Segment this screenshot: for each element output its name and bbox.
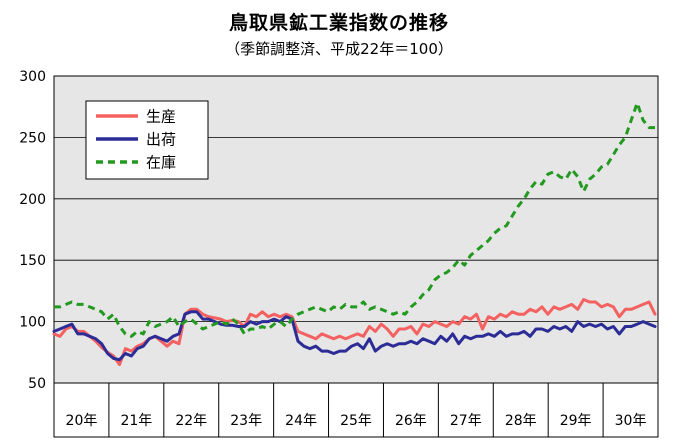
x-tick-label: 30年: [615, 413, 647, 429]
x-tick-label: 28年: [505, 413, 537, 429]
y-tick-label: 300: [19, 69, 46, 85]
y-tick-label: 150: [19, 253, 46, 269]
series-lines: [52, 101, 657, 367]
x-tick-label: 24年: [285, 413, 317, 429]
x-tick-label: 25年: [340, 413, 372, 429]
x-tick-label: 26年: [395, 413, 427, 429]
x-tick-label: 29年: [560, 413, 592, 429]
chart-subtitle: （季節調整済、平成22年＝100）: [225, 40, 453, 58]
legend-label: 在庫: [146, 154, 176, 172]
x-axis: 20年 21年 22年 23年 24年 25年 26年 27年 28年 29年 30年: [53, 382, 659, 438]
series-line-3: [54, 101, 655, 338]
x-tick-label: 21年: [120, 413, 152, 429]
legend-label: 生産: [146, 108, 176, 126]
x-tick-label: 20年: [66, 413, 98, 429]
x-tick-label: 27年: [450, 413, 482, 429]
y-tick-label: 250: [19, 130, 46, 146]
legend-label: 出荷: [146, 131, 176, 149]
chart-title: 鳥取県鉱工業指数の推移: [228, 12, 449, 34]
y-axis-ticks: 50 100 150 200 250 300: [19, 69, 46, 392]
x-axis-label-band: [53, 382, 659, 438]
y-tick-label: 200: [19, 192, 46, 208]
series-line-2: [52, 310, 657, 362]
x-tick-label: 23年: [230, 413, 262, 429]
y-tick-label: 100: [19, 315, 46, 331]
y-tick-label: 50: [28, 376, 46, 392]
x-tick-label: 22年: [175, 413, 207, 429]
